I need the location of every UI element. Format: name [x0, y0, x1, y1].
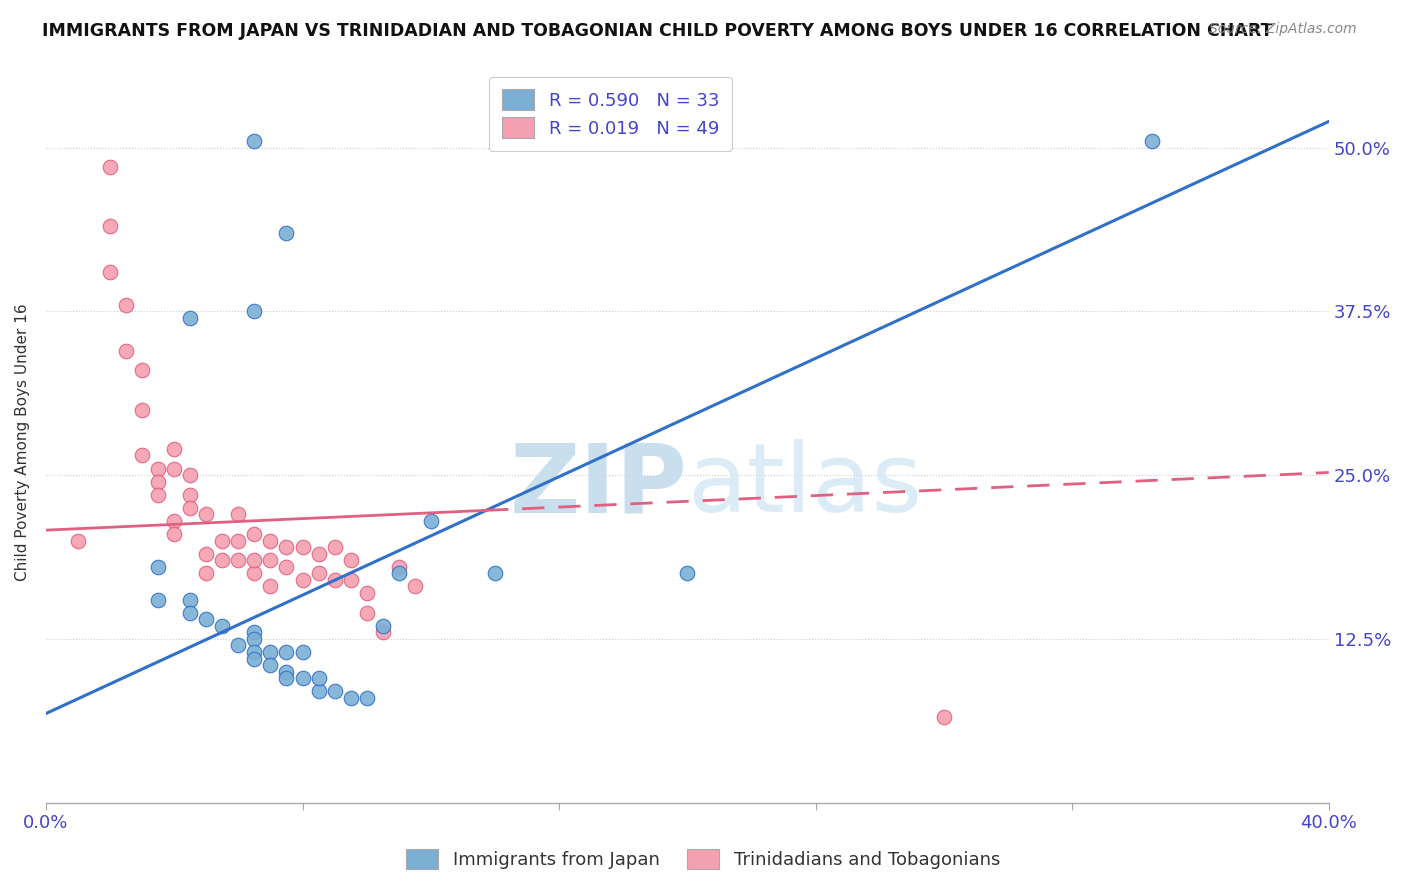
Point — [98, 265, 121, 279]
Point — [339, 690, 361, 705]
Point — [243, 645, 266, 659]
Point — [179, 310, 201, 325]
Point — [179, 488, 201, 502]
Point — [243, 632, 266, 646]
Point — [339, 573, 361, 587]
Point — [404, 579, 426, 593]
Point — [243, 566, 266, 581]
Point — [195, 612, 218, 626]
Point — [291, 540, 314, 554]
Text: ZIP: ZIP — [509, 439, 688, 533]
Point — [323, 540, 346, 554]
Point — [148, 475, 170, 489]
Point — [243, 553, 266, 567]
Point — [259, 533, 281, 548]
Point — [371, 619, 394, 633]
Point — [259, 579, 281, 593]
Point — [276, 226, 298, 240]
Point — [1142, 134, 1164, 148]
Point — [148, 559, 170, 574]
Point — [371, 625, 394, 640]
Point — [148, 592, 170, 607]
Text: IMMIGRANTS FROM JAPAN VS TRINIDADIAN AND TOBAGONIAN CHILD POVERTY AMONG BOYS UND: IMMIGRANTS FROM JAPAN VS TRINIDADIAN AND… — [42, 22, 1272, 40]
Point — [484, 566, 506, 581]
Point — [228, 553, 250, 567]
Point — [228, 508, 250, 522]
Point — [259, 658, 281, 673]
Point — [163, 527, 186, 541]
Text: Source: ZipAtlas.com: Source: ZipAtlas.com — [1209, 22, 1357, 37]
Text: atlas: atlas — [688, 439, 922, 533]
Point — [195, 566, 218, 581]
Point — [323, 684, 346, 698]
Point — [243, 134, 266, 148]
Point — [356, 690, 378, 705]
Legend: R = 0.590   N = 33, R = 0.019   N = 49: R = 0.590 N = 33, R = 0.019 N = 49 — [489, 77, 731, 151]
Point — [276, 559, 298, 574]
Point — [228, 639, 250, 653]
Point — [195, 508, 218, 522]
Point — [243, 625, 266, 640]
Point — [291, 645, 314, 659]
Point — [243, 651, 266, 665]
Point — [308, 566, 330, 581]
Point — [388, 559, 411, 574]
Point — [356, 606, 378, 620]
Y-axis label: Child Poverty Among Boys Under 16: Child Poverty Among Boys Under 16 — [15, 303, 30, 582]
Point — [243, 304, 266, 318]
Point — [228, 533, 250, 548]
Point — [323, 573, 346, 587]
Point — [276, 665, 298, 679]
Point — [388, 566, 411, 581]
Point — [211, 553, 233, 567]
Point — [308, 547, 330, 561]
Point — [308, 684, 330, 698]
Point — [932, 710, 955, 724]
Point — [419, 514, 441, 528]
Point — [259, 553, 281, 567]
Point — [67, 533, 90, 548]
Point — [98, 161, 121, 175]
Point — [148, 488, 170, 502]
Point — [131, 363, 153, 377]
Point — [276, 645, 298, 659]
Point — [163, 442, 186, 456]
Point — [243, 527, 266, 541]
Point — [308, 671, 330, 685]
Point — [259, 645, 281, 659]
Point — [291, 671, 314, 685]
Point — [179, 592, 201, 607]
Point — [179, 606, 201, 620]
Point — [195, 547, 218, 561]
Point — [276, 671, 298, 685]
Point — [131, 449, 153, 463]
Point — [211, 533, 233, 548]
Point — [148, 461, 170, 475]
Point — [115, 343, 138, 358]
Point — [211, 619, 233, 633]
Point — [291, 573, 314, 587]
Point — [163, 514, 186, 528]
Point — [131, 402, 153, 417]
Legend: Immigrants from Japan, Trinidadians and Tobagonians: Immigrants from Japan, Trinidadians and … — [396, 839, 1010, 879]
Point — [676, 566, 699, 581]
Point — [98, 219, 121, 234]
Point — [356, 586, 378, 600]
Point — [339, 553, 361, 567]
Point — [179, 468, 201, 483]
Point — [276, 540, 298, 554]
Point — [115, 298, 138, 312]
Point — [179, 500, 201, 515]
Point — [163, 461, 186, 475]
